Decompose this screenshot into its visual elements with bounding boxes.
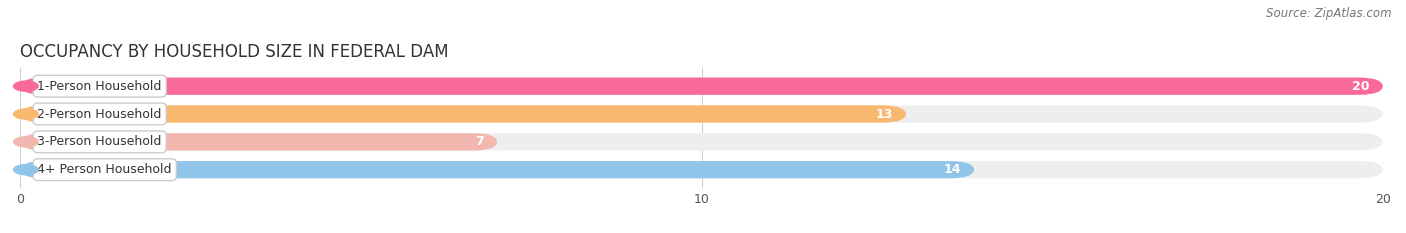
- FancyBboxPatch shape: [21, 133, 1384, 151]
- FancyBboxPatch shape: [21, 78, 1384, 95]
- Text: 3-Person Household: 3-Person Household: [38, 135, 162, 148]
- Text: 14: 14: [943, 163, 960, 176]
- FancyBboxPatch shape: [21, 78, 1384, 95]
- Text: 1-Person Household: 1-Person Household: [38, 80, 162, 93]
- Text: 4+ Person Household: 4+ Person Household: [38, 163, 172, 176]
- FancyBboxPatch shape: [21, 161, 1384, 178]
- Circle shape: [14, 109, 38, 119]
- Circle shape: [14, 165, 38, 175]
- Circle shape: [14, 81, 38, 91]
- Text: Source: ZipAtlas.com: Source: ZipAtlas.com: [1267, 7, 1392, 20]
- Text: 2-Person Household: 2-Person Household: [38, 107, 162, 120]
- FancyBboxPatch shape: [21, 105, 905, 123]
- FancyBboxPatch shape: [21, 105, 1384, 123]
- Text: 7: 7: [475, 135, 484, 148]
- FancyBboxPatch shape: [21, 133, 498, 151]
- FancyBboxPatch shape: [21, 161, 974, 178]
- Text: 13: 13: [875, 107, 893, 120]
- Text: 20: 20: [1353, 80, 1369, 93]
- Text: OCCUPANCY BY HOUSEHOLD SIZE IN FEDERAL DAM: OCCUPANCY BY HOUSEHOLD SIZE IN FEDERAL D…: [21, 43, 449, 61]
- Circle shape: [14, 137, 38, 147]
